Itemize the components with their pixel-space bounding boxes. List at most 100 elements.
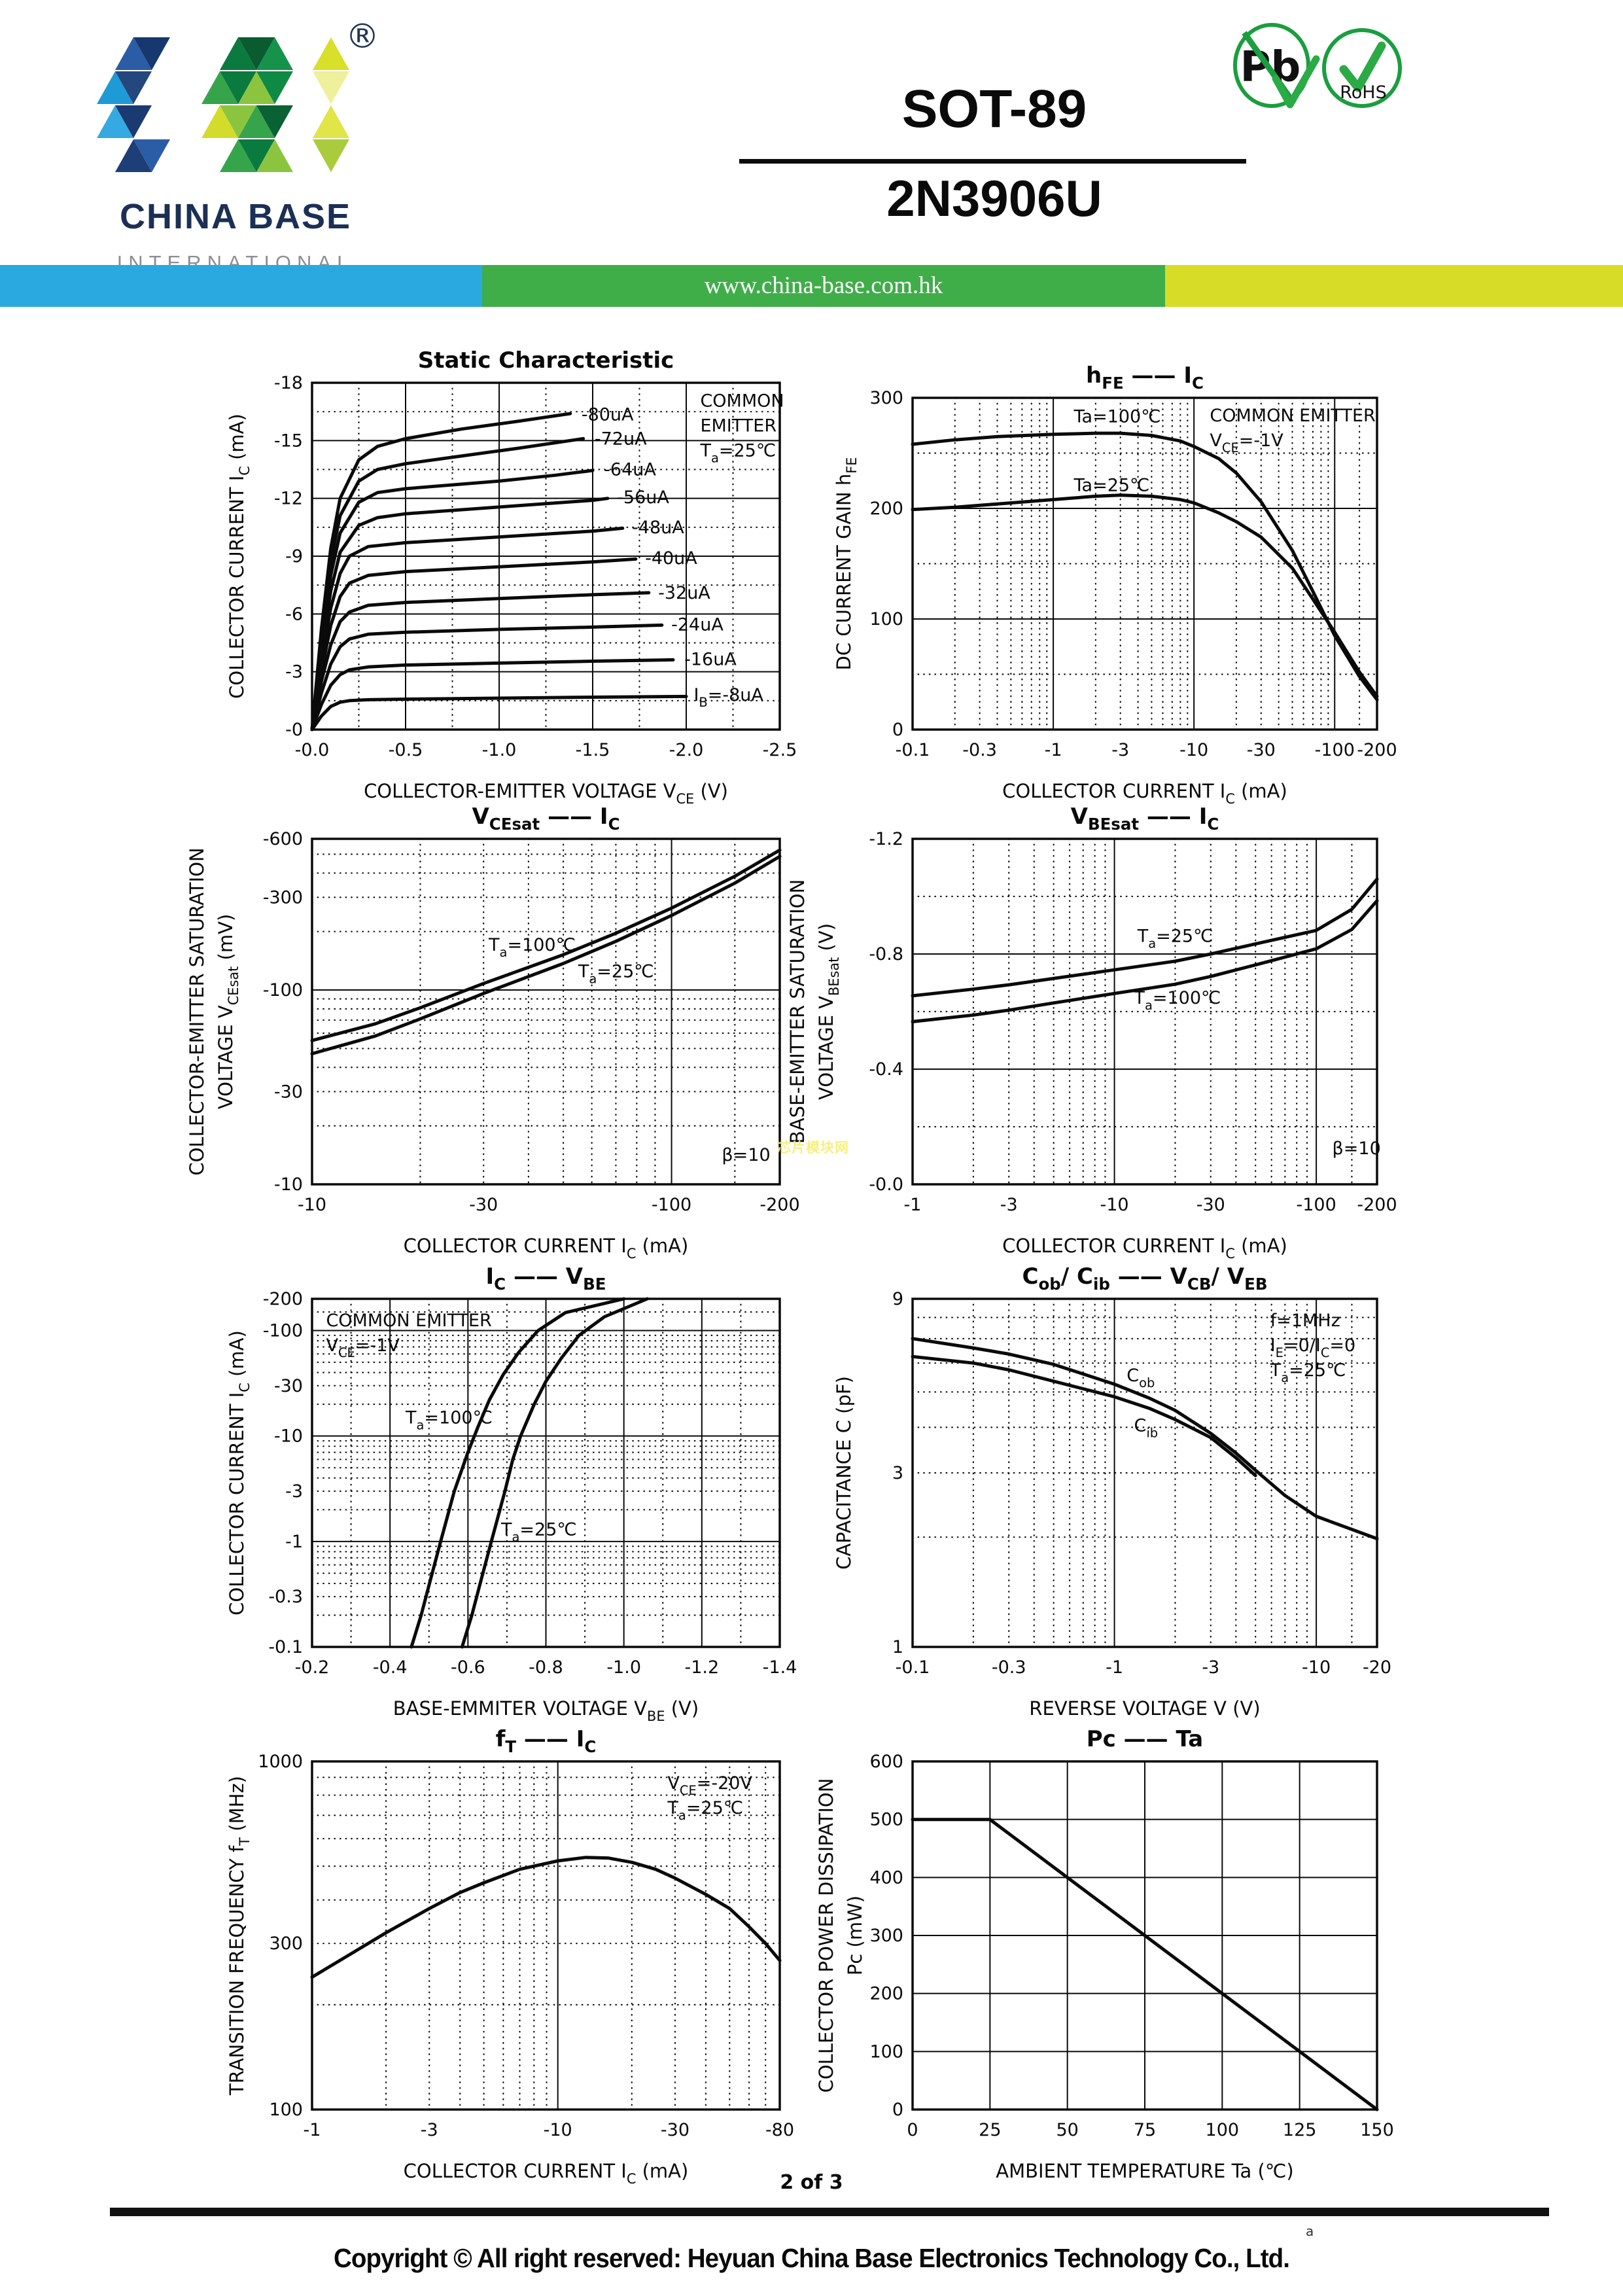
svg-text:VCEsat —— IC: VCEsat —— IC [472, 804, 620, 834]
svg-text:Cib: Cib [1134, 1415, 1158, 1440]
svg-text:VCE=-1V: VCE=-1V [326, 1335, 400, 1360]
svg-text:-1.2: -1.2 [869, 829, 903, 849]
chart-cob-cib: -0.1 -0.3 -1 -3 -10 -20 1 3 9 Cob Cib f=1MHz IE=0/IC… [736, 1250, 1436, 1748]
svg-text:-20: -20 [1363, 1657, 1391, 1678]
svg-text:-0.5: -0.5 [389, 740, 423, 760]
banner-blue-segment [0, 265, 482, 307]
svg-text:-1.0: -1.0 [606, 1657, 641, 1678]
svg-text:-2.5: -2.5 [763, 740, 797, 760]
svg-text:-15: -15 [274, 431, 303, 451]
svg-text:-6: -6 [285, 604, 303, 624]
svg-text:Ta=100℃: Ta=100℃ [1073, 407, 1161, 427]
chart-vcesat-vs-ic-svg: -10 -30 -100 -200 -10 -30 -100 -300 -600 Ta=100℃T… [186, 804, 800, 1262]
svg-text:Ta=25℃: Ta=25℃ [699, 441, 776, 466]
series [911, 877, 1379, 1023]
svg-text:-10: -10 [298, 1195, 326, 1215]
svg-text:-100: -100 [1315, 740, 1355, 760]
svg-text:-40uA: -40uA [645, 548, 697, 569]
svg-text:-1: -1 [304, 2120, 321, 2140]
curve-labels: Ta=100℃ Ta=25℃ COMMON EMITTER VCE=-1V [326, 1311, 576, 1545]
svg-text:600: 600 [869, 1752, 903, 1772]
series-IB=-56uA [310, 497, 610, 732]
grid [311, 838, 781, 1186]
series-IB=-48uA [310, 526, 625, 732]
chart-vbesat-vs-ic: -1 -3 -10 -30 -100 -200 -0.0 -0.4 -0.8 -1.2 Ta=25℃… [736, 790, 1436, 1285]
series-IB=-80uA [310, 412, 572, 732]
website-url[interactable]: www.china-base.com.hk [704, 272, 943, 299]
svg-text:Pc —— Ta: Pc —— Ta [1087, 1726, 1204, 1752]
svg-text:-100: -100 [263, 1321, 303, 1341]
series-Ta=100C [410, 1297, 626, 1649]
series-Ta=100C [911, 899, 1379, 1023]
svg-text:-1: -1 [1045, 740, 1062, 760]
svg-text:REVERSE VOLTAGE V (V): REVERSE VOLTAGE V (V) [1029, 1697, 1260, 1720]
svg-text:COLLECTOR CURRENT IC (mA: COLLECTOR CURRENT IC (mA) [226, 414, 253, 699]
svg-text:Ta=100℃: Ta=100℃ [488, 935, 576, 960]
svg-text:300: 300 [269, 1934, 303, 1954]
series-IB=-72uA [310, 436, 585, 732]
tick-labels: -0.1 -0.3 -1 -3 -10 -30 -100 -200 0 100 200 300 [869, 388, 1397, 760]
svg-text:-0.0: -0.0 [869, 1174, 903, 1195]
svg-text:Cob: Cob [1126, 1366, 1155, 1390]
banner-green-segment [482, 265, 1165, 307]
series-IB=-24uA [310, 623, 664, 732]
svg-text:0: 0 [892, 720, 903, 740]
series [911, 1337, 1379, 1541]
series [911, 1818, 1379, 2111]
chart-vbesat-vs-ic-svg: -1 -3 -10 -30 -100 -200 -0.0 -0.4 -0.8 -1.2 Ta=25℃… [786, 804, 1397, 1262]
curve-labels: Ta=25℃ Ta=100℃ β=10 [1133, 927, 1380, 1159]
svg-text:-1.2: -1.2 [684, 1657, 719, 1678]
svg-text:COLLECTOR-EMITTER SATURATION: COLLECTOR-EMITTER SATURATION [186, 847, 208, 1175]
svg-text:-0.1: -0.1 [896, 1657, 930, 1678]
series-Pc [911, 1818, 1379, 2111]
cbi-logo [97, 34, 358, 184]
series-IB=-16uA [310, 658, 675, 732]
chart-ic-vs-vbe-svg: -0.2 -0.4 -0.6 -0.8 -1.0 -1.2 -1.4 -0.1 -0.3 -1 -3… [226, 1263, 797, 1724]
svg-text:-64uA: -64uA [604, 460, 656, 480]
svg-text:3: 3 [892, 1463, 903, 1483]
svg-text:-24uA: -24uA [671, 615, 724, 635]
grid [311, 381, 781, 731]
svg-text:COMMON EMITTER: COMMON EMITTER [326, 1311, 491, 1331]
svg-text:100: 100 [869, 2041, 903, 2062]
svg-text:-1.4: -1.4 [763, 1657, 797, 1678]
svg-text:-100: -100 [1296, 1195, 1336, 1215]
series-Ta=100C [911, 431, 1379, 701]
footer-divider [110, 2208, 1549, 2216]
svg-text:-10: -10 [274, 1174, 303, 1195]
svg-text:-0.6: -0.6 [451, 1657, 485, 1678]
svg-text:TRANSITION FREQUENCY fT: TRANSITION FREQUENCY fT (MHz) [226, 1776, 253, 2096]
svg-text:0: 0 [907, 2120, 918, 2140]
footer-note-mark: a [1306, 2223, 1314, 2239]
series-IB=-40uA [310, 557, 638, 732]
curve-labels: Ta=100℃Ta=25℃ β=10 [488, 935, 771, 1165]
svg-text:-30: -30 [469, 1195, 498, 1215]
watermark-text: 芯片模块网 [777, 1140, 849, 1156]
svg-text:-30: -30 [661, 2120, 689, 2140]
svg-text:COLLECTOR CURRENT IC (mA: COLLECTOR CURRENT IC (mA) [404, 2160, 689, 2187]
series-Ta=25C [460, 1297, 649, 1649]
svg-text:0: 0 [892, 2100, 903, 2120]
svg-text:Cob/ Cib —— VCB/ VEB: Cob/ Cib —— VCB/ VEB [1022, 1263, 1268, 1294]
tick-labels: -1 -3 -10 -30 -100 -200 -0.0 -0.4 -0.8 -1.2 [869, 829, 1397, 1215]
svg-text:-30: -30 [274, 1082, 303, 1102]
svg-text:-72uA: -72uA [595, 429, 647, 449]
svg-text:1: 1 [892, 1637, 903, 1657]
svg-text:-200: -200 [1357, 740, 1397, 760]
chart-cob-cib-vs-vcb-veb-svg: -0.1 -0.3 -1 -3 -10 -20 1 3 9 Cob Cib f=1MHz IE=0/IC… [833, 1263, 1391, 1720]
svg-text:COMMON EMITTER: COMMON EMITTER [1210, 406, 1375, 426]
svg-text:-3: -3 [285, 662, 303, 682]
svg-text:BASE-EMMITER VOLTAGE VBE (: BASE-EMMITER VOLTAGE VBE (V) [393, 1697, 699, 1724]
svg-text:-10: -10 [1179, 740, 1208, 760]
svg-text:9: 9 [892, 1289, 903, 1309]
pb-free-icon: Pb [1233, 23, 1320, 109]
svg-text:fT —— IC: fT —— IC [496, 1726, 597, 1756]
svg-text:200: 200 [869, 499, 903, 519]
svg-text:-56uA: -56uA [617, 487, 669, 508]
svg-text:-3: -3 [1202, 1657, 1219, 1678]
chart-ft-vs-ic: -1 -3 -10 -30 -80 100 300 1000 VCE=-20V Ta=25℃ COL… [135, 1712, 839, 2210]
svg-text:-18: -18 [274, 373, 303, 393]
svg-text:-80: -80 [765, 2120, 794, 2140]
